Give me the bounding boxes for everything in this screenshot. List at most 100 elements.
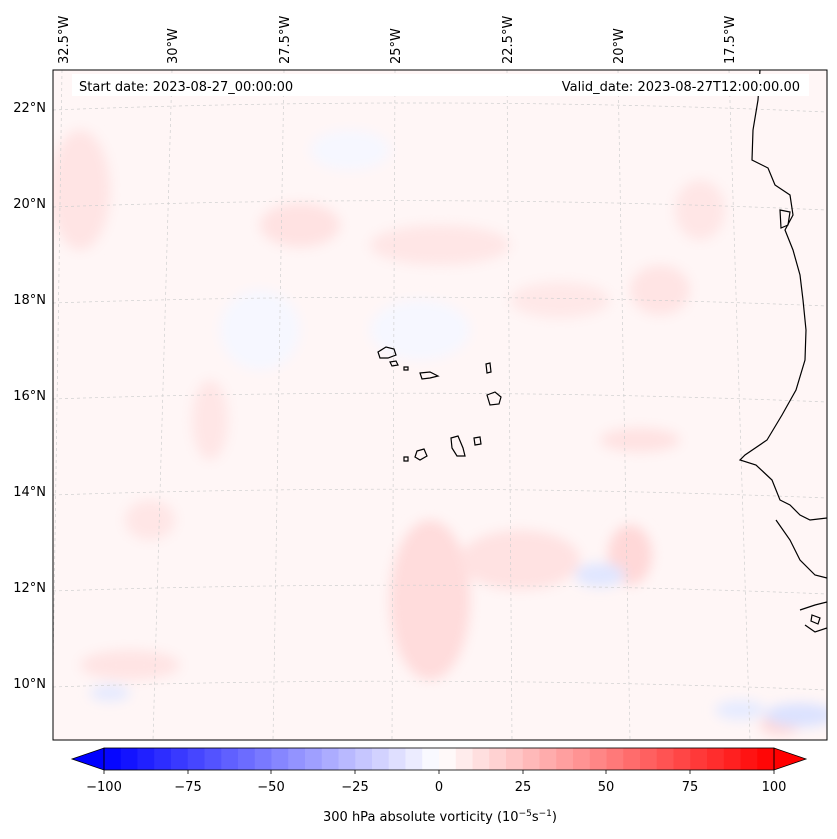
colorbar-cell — [673, 748, 691, 770]
colorbar-cell — [623, 748, 641, 770]
vorticity-positive-region — [630, 265, 690, 315]
colorbar-label: 300 hPa absolute vorticity (10−5s−1) — [323, 809, 557, 825]
vorticity-field — [53, 130, 827, 735]
meridian-line — [391, 70, 396, 740]
lon-label: 25°W — [389, 28, 404, 64]
meridian-line — [728, 70, 751, 740]
island-santiago — [450, 435, 466, 457]
lon-label: 27.5°W — [278, 16, 293, 64]
longitude-labels: 32.5°W 30°W 27.5°W 25°W 22.5°W 20°W 17.5… — [57, 16, 738, 64]
colorbar-cell — [305, 748, 323, 770]
parallel-line — [53, 488, 827, 499]
colorbar-cell — [271, 748, 289, 770]
colorbar-cell — [187, 748, 205, 770]
colorbar-cell — [171, 748, 189, 770]
colorbar-cell — [539, 748, 557, 770]
colorbar: −100 −75 −50 −25 0 25 50 75 100 300 hPa … — [70, 747, 808, 825]
colorbar-tick-label: −25 — [341, 780, 368, 795]
island-santo-antao — [377, 346, 397, 359]
colorbar-cell — [154, 748, 172, 770]
coastal-island — [779, 209, 791, 229]
africa-coastline — [775, 519, 827, 579]
colorbar-cell — [288, 748, 306, 770]
colorbar-cell — [740, 748, 758, 770]
colorbar-tick-label: −75 — [174, 780, 201, 795]
colorbar-cell — [254, 748, 272, 770]
colorbar-cell — [640, 748, 658, 770]
colorbar-cell — [120, 748, 138, 770]
lon-label: 30°W — [166, 28, 181, 64]
colorbar-cell — [757, 748, 775, 770]
colorbar-high-extension — [773, 747, 808, 771]
colorbar-cell — [656, 748, 674, 770]
vorticity-positive-region — [53, 130, 110, 250]
latitude-labels: 22°N 20°N 18°N 16°N 14°N 12°N 10°N — [13, 101, 46, 692]
colorbar-cells — [104, 748, 775, 770]
valid-date-label: Valid_date: 2023-08-27T12:00:00.00 — [562, 80, 800, 95]
vorticity-positive-region — [600, 428, 680, 452]
colorbar-cell — [573, 748, 591, 770]
island-boa-vista — [486, 391, 502, 406]
colorbar-cell — [472, 748, 490, 770]
africa-coastline — [804, 624, 827, 633]
meridian-line — [53, 70, 63, 697]
vorticity-positive-region — [460, 530, 580, 590]
colorbar-cell — [606, 748, 624, 770]
colorbar-cell — [204, 748, 222, 770]
lat-label: 22°N — [13, 101, 46, 116]
parallel-line — [53, 584, 827, 595]
colorbar-tick-label: 0 — [435, 780, 443, 795]
colorbar-cell — [690, 748, 708, 770]
colorbar-cell — [589, 748, 607, 770]
colorbar-cell — [238, 748, 256, 770]
vorticity-negative-region — [220, 290, 300, 370]
colorbar-low-extension — [70, 747, 105, 771]
lat-label: 12°N — [13, 581, 46, 596]
colorbar-cell — [372, 748, 390, 770]
colorbar-cell — [355, 748, 373, 770]
colorbar-tick-label: −50 — [257, 780, 284, 795]
island-fogo — [414, 448, 428, 461]
colorbar-tick-label: −100 — [86, 780, 122, 795]
lat-label: 10°N — [13, 677, 46, 692]
colorbar-cell — [137, 748, 155, 770]
parallel-line — [53, 392, 827, 403]
colorbar-cell — [338, 748, 356, 770]
colorbar-tick-label: 100 — [762, 780, 787, 795]
colorbar-cell — [422, 748, 440, 770]
colorbar-tick-label: 75 — [682, 780, 699, 795]
island-sal — [485, 362, 492, 374]
vorticity-positive-region — [80, 650, 180, 680]
island-santa-luzia — [403, 366, 409, 371]
vorticity-positive-region — [510, 282, 610, 318]
colorbar-cell — [388, 748, 406, 770]
meridian-line — [272, 70, 285, 740]
lat-label: 20°N — [13, 197, 46, 212]
colorbar-cell — [321, 748, 339, 770]
lat-label: 16°N — [13, 389, 46, 404]
vorticity-positive-region — [260, 203, 340, 247]
lon-label: 20°W — [612, 28, 627, 64]
colorbar-cell — [455, 748, 473, 770]
vorticity-negative-region — [575, 563, 625, 587]
coastlines — [738, 70, 827, 633]
lon-label: 32.5°W — [57, 16, 72, 64]
colorbar-cell — [221, 748, 239, 770]
africa-coastline — [738, 70, 827, 521]
vorticity-positive-region — [125, 500, 175, 540]
vorticity-negative-region — [765, 703, 827, 727]
colorbar-cell — [405, 748, 423, 770]
vorticity-positive-region — [370, 225, 510, 265]
parallel-line — [53, 102, 827, 113]
lat-label: 14°N — [13, 485, 46, 500]
colorbar-cell — [707, 748, 725, 770]
colorbar-cell — [723, 748, 741, 770]
lat-label: 18°N — [13, 293, 46, 308]
meridian-line — [152, 70, 173, 740]
vorticity-positive-region — [390, 520, 470, 680]
island-sao-vicente — [389, 360, 399, 367]
parallel-line — [53, 296, 827, 307]
vorticity-negative-region — [715, 700, 765, 720]
meridian-line — [506, 70, 513, 740]
